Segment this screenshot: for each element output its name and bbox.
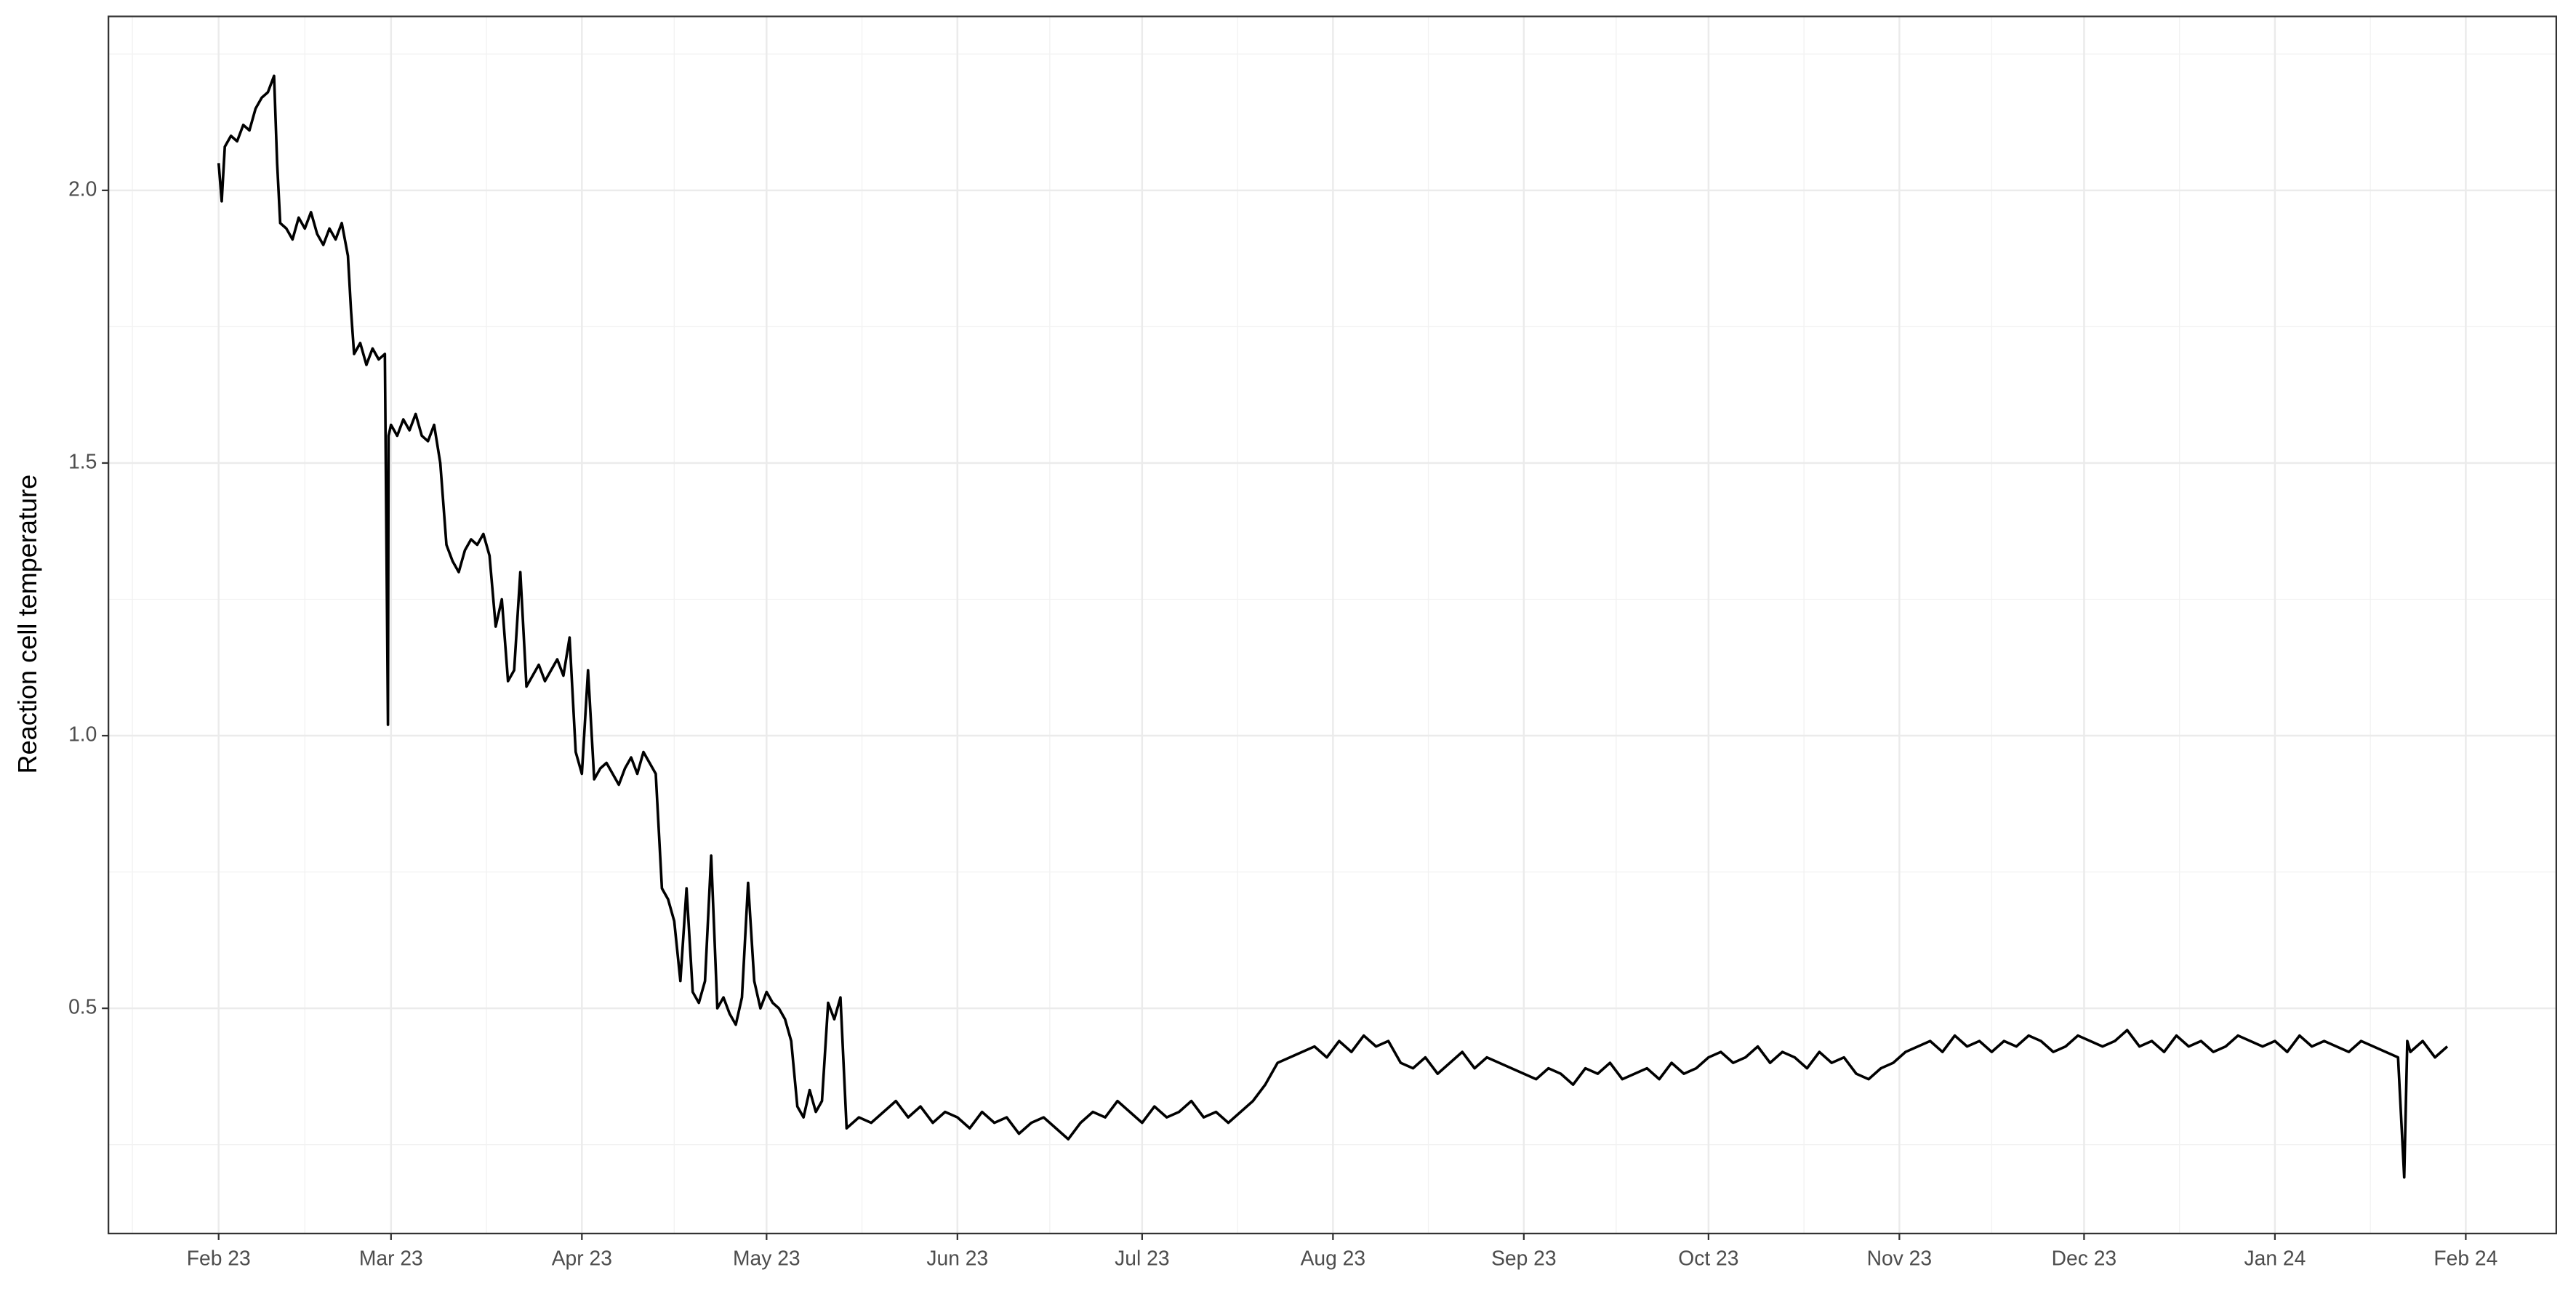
x-tick-label: Jul 23 [1115, 1247, 1169, 1270]
x-tick-label: May 23 [733, 1247, 801, 1270]
x-tick-label: Oct 23 [1678, 1247, 1738, 1270]
x-tick-label: Sep 23 [1491, 1247, 1557, 1270]
y-axis-label: Reaction cell temperature [12, 475, 42, 774]
x-tick-label: Feb 24 [2433, 1247, 2497, 1270]
x-tick-label: Dec 23 [2052, 1247, 2116, 1270]
x-tick-label: Jun 23 [926, 1247, 988, 1270]
x-tick-label: Aug 23 [1301, 1247, 1366, 1270]
x-tick-label: Feb 23 [187, 1247, 251, 1270]
data-line [217, 74, 2449, 1179]
y-tick-label: 1.5 [68, 449, 97, 472]
x-tick-label: Apr 23 [552, 1247, 612, 1270]
x-tick-label: Jan 24 [2244, 1247, 2306, 1270]
y-tick-label: 1.0 [68, 722, 97, 745]
plot-border [108, 15, 2557, 1235]
y-tick-label: 2.0 [68, 177, 97, 200]
x-tick-label: Nov 23 [1867, 1247, 1932, 1270]
y-tick-label: 0.5 [68, 995, 97, 1018]
x-tick-label: Mar 23 [359, 1247, 423, 1270]
